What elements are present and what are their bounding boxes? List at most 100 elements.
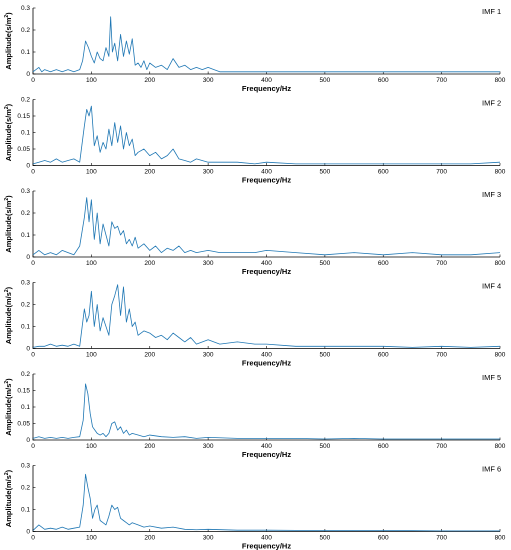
x-tick-label: 0 [31, 352, 35, 359]
x-tick-label: 700 [436, 535, 447, 542]
panel-6: 0 100 200 300 400 500 600 700 800 0 0.1 0.2 0.3 Frequ… [4, 463, 506, 550]
x-tick-label: 0 [31, 535, 35, 542]
y-tick-label: 0 [26, 346, 30, 353]
panel-label: IMF 4 [482, 282, 501, 291]
x-tick-label: 700 [436, 77, 447, 84]
x-tick-label: 300 [203, 169, 214, 176]
x-tick-label: 200 [144, 535, 155, 542]
x-tick-label: 500 [319, 77, 330, 84]
panel-label: IMF 3 [482, 190, 501, 199]
y-tick-label: 0 [26, 254, 30, 261]
y-tick-label: 0.1 [21, 232, 30, 239]
panel-2: 0 100 200 300 400 500 600 700 800 0 0.05 0.1 0.15 0.2… [4, 97, 506, 185]
y-axis-label: Amplitude(m/s2) [4, 286, 13, 344]
x-tick-label: 400 [261, 260, 272, 267]
panel-label: IMF 2 [482, 99, 501, 108]
series-line-3 [32, 197, 501, 256]
x-tick-label: 800 [495, 77, 506, 84]
x-tick-label: 300 [203, 352, 214, 359]
y-tick-label: 0 [26, 437, 30, 444]
y-axis-label: Amplitude(s/m2) [4, 103, 13, 161]
x-tick-label: 700 [436, 443, 447, 450]
axes [32, 99, 500, 166]
x-tick-label: 400 [261, 352, 272, 359]
x-tick-label: 700 [436, 169, 447, 176]
x-tick-label: 300 [203, 260, 214, 267]
x-tick-label: 0 [31, 260, 35, 267]
x-axis-label: Frequency/Hz [242, 267, 291, 276]
x-tick-label: 800 [495, 169, 506, 176]
x-tick-label: 100 [86, 169, 97, 176]
x-tick-label: 600 [378, 77, 389, 84]
x-tick-label: 800 [495, 352, 506, 359]
y-tick-label: 0.3 [21, 280, 30, 287]
x-tick-label: 800 [495, 443, 506, 450]
x-axis-label: Frequency/Hz [242, 450, 291, 459]
y-tick-label: 0.2 [21, 302, 30, 309]
axes [32, 465, 500, 532]
x-tick-label: 100 [86, 535, 97, 542]
y-tick-label: 0.3 [21, 5, 30, 12]
x-tick-label: 500 [319, 260, 330, 267]
x-tick-label: 600 [378, 260, 389, 267]
x-tick-label: 500 [319, 443, 330, 450]
x-tick-label: 100 [86, 260, 97, 267]
x-tick-label: 500 [319, 169, 330, 176]
x-tick-label: 400 [261, 169, 272, 176]
series-line-6 [32, 473, 500, 532]
series-line-1 [32, 16, 500, 73]
x-tick-label: 200 [144, 169, 155, 176]
x-tick-label: 100 [86, 443, 97, 450]
y-tick-label: 0.05 [17, 146, 30, 153]
y-axis-label: Amplitude(s/m2) [4, 12, 13, 70]
y-axis-label: Amplitude(m/s2) [4, 378, 13, 436]
x-tick-label: 700 [436, 260, 447, 267]
x-tick-label: 200 [144, 352, 155, 359]
y-tick-label: 0.3 [21, 188, 30, 195]
x-tick-label: 300 [203, 443, 214, 450]
y-tick-label: 0 [26, 529, 30, 536]
y-tick-label: 0.1 [21, 404, 30, 411]
x-tick-label: 800 [495, 260, 506, 267]
y-tick-label: 0.1 [21, 130, 30, 137]
x-tick-label: 200 [144, 77, 155, 84]
series-line-4 [32, 284, 501, 348]
x-tick-label: 100 [86, 352, 97, 359]
x-tick-label: 600 [378, 535, 389, 542]
y-tick-label: 0.3 [21, 463, 30, 470]
x-axis-label: Frequency/Hz [242, 176, 291, 185]
x-tick-label: 500 [319, 535, 330, 542]
x-tick-label: 0 [31, 443, 35, 450]
panel-label: IMF 6 [482, 465, 501, 474]
y-axis-label: Amplitude(m/s2) [4, 469, 13, 527]
x-tick-label: 800 [495, 535, 506, 542]
y-axis-label: Amplitude(s/m2) [4, 195, 13, 253]
y-tick-label: 0 [26, 163, 30, 170]
x-tick-label: 400 [261, 535, 272, 542]
x-tick-label: 700 [436, 352, 447, 359]
x-tick-label: 0 [31, 169, 35, 176]
series-line-2 [32, 105, 501, 165]
x-tick-label: 300 [203, 535, 214, 542]
x-tick-label: 400 [261, 77, 272, 84]
y-tick-label: 0.2 [21, 485, 30, 492]
panel-5: 0 100 200 300 400 500 600 700 800 0 0.05 0.1 0.15 0.2… [4, 371, 506, 459]
x-axis-label: Frequency/Hz [242, 359, 291, 368]
y-tick-label: 0.15 [17, 113, 30, 120]
y-tick-label: 0 [26, 71, 30, 78]
y-tick-label: 0.2 [21, 371, 30, 378]
y-tick-label: 0.2 [21, 27, 30, 34]
panel-1: 0 100 200 300 400 500 600 700 800 0 0.1 0.2 0.3 Frequ… [4, 5, 506, 93]
x-tick-label: 300 [203, 77, 214, 84]
x-tick-label: 600 [378, 443, 389, 450]
x-tick-label: 500 [319, 352, 330, 359]
x-tick-label: 200 [144, 443, 155, 450]
y-tick-label: 0.05 [17, 421, 30, 428]
x-tick-label: 100 [86, 77, 97, 84]
x-tick-label: 400 [261, 443, 272, 450]
panel-label: IMF 1 [482, 7, 501, 16]
x-tick-label: 600 [378, 352, 389, 359]
y-tick-label: 0.1 [21, 507, 30, 514]
